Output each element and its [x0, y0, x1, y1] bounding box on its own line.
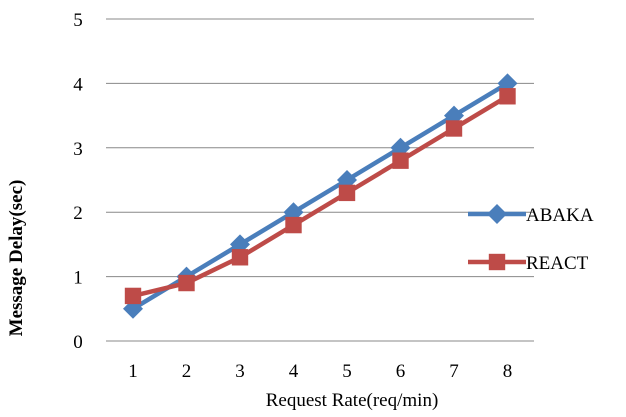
data-point: [178, 274, 195, 292]
x-tick-label: 7: [449, 361, 459, 382]
data-point: [445, 120, 463, 137]
x-tick-label: 2: [182, 361, 192, 382]
data-point: [392, 152, 409, 169]
data-point: [488, 253, 506, 271]
y-tick-label: 0: [73, 332, 83, 353]
y-tick-labels: 0 1 2 3 4 5: [73, 10, 83, 353]
data-point: [231, 249, 249, 266]
gridlines: [106, 18, 534, 342]
x-tick-label: 4: [289, 361, 299, 382]
legend-label: REACT: [526, 253, 589, 274]
series-react: [124, 88, 516, 305]
y-tick-label: 5: [73, 10, 83, 31]
legend-label: ABAKA: [526, 205, 594, 226]
data-point: [499, 88, 516, 105]
y-axis-title: Message Delay(sec): [6, 180, 27, 337]
x-axis-title: Request Rate(req/min): [266, 390, 439, 411]
y-tick-label: 2: [73, 203, 83, 224]
data-point: [124, 287, 142, 305]
x-tick-labels: 1 2 3 4 5 6 7 8: [128, 361, 512, 382]
series-line: [131, 81, 509, 311]
x-tick-label: 8: [503, 361, 513, 382]
data-point: [338, 184, 356, 202]
x-tick-label: 3: [235, 361, 245, 382]
data-point: [487, 204, 507, 224]
series-group: [123, 73, 518, 319]
y-tick-label: 4: [73, 74, 83, 95]
x-tick-label: 1: [128, 361, 138, 382]
legend-item-abaka: ABAKA: [468, 204, 594, 226]
x-tick-label: 6: [396, 361, 406, 382]
series-line: [132, 94, 509, 299]
data-point: [285, 216, 302, 234]
legend: ABAKA REACT: [468, 204, 594, 274]
y-tick-label: 3: [73, 139, 83, 160]
legend-item-react: REACT: [468, 253, 589, 274]
y-tick-label: 1: [73, 268, 83, 289]
x-tick-label: 5: [342, 361, 352, 382]
